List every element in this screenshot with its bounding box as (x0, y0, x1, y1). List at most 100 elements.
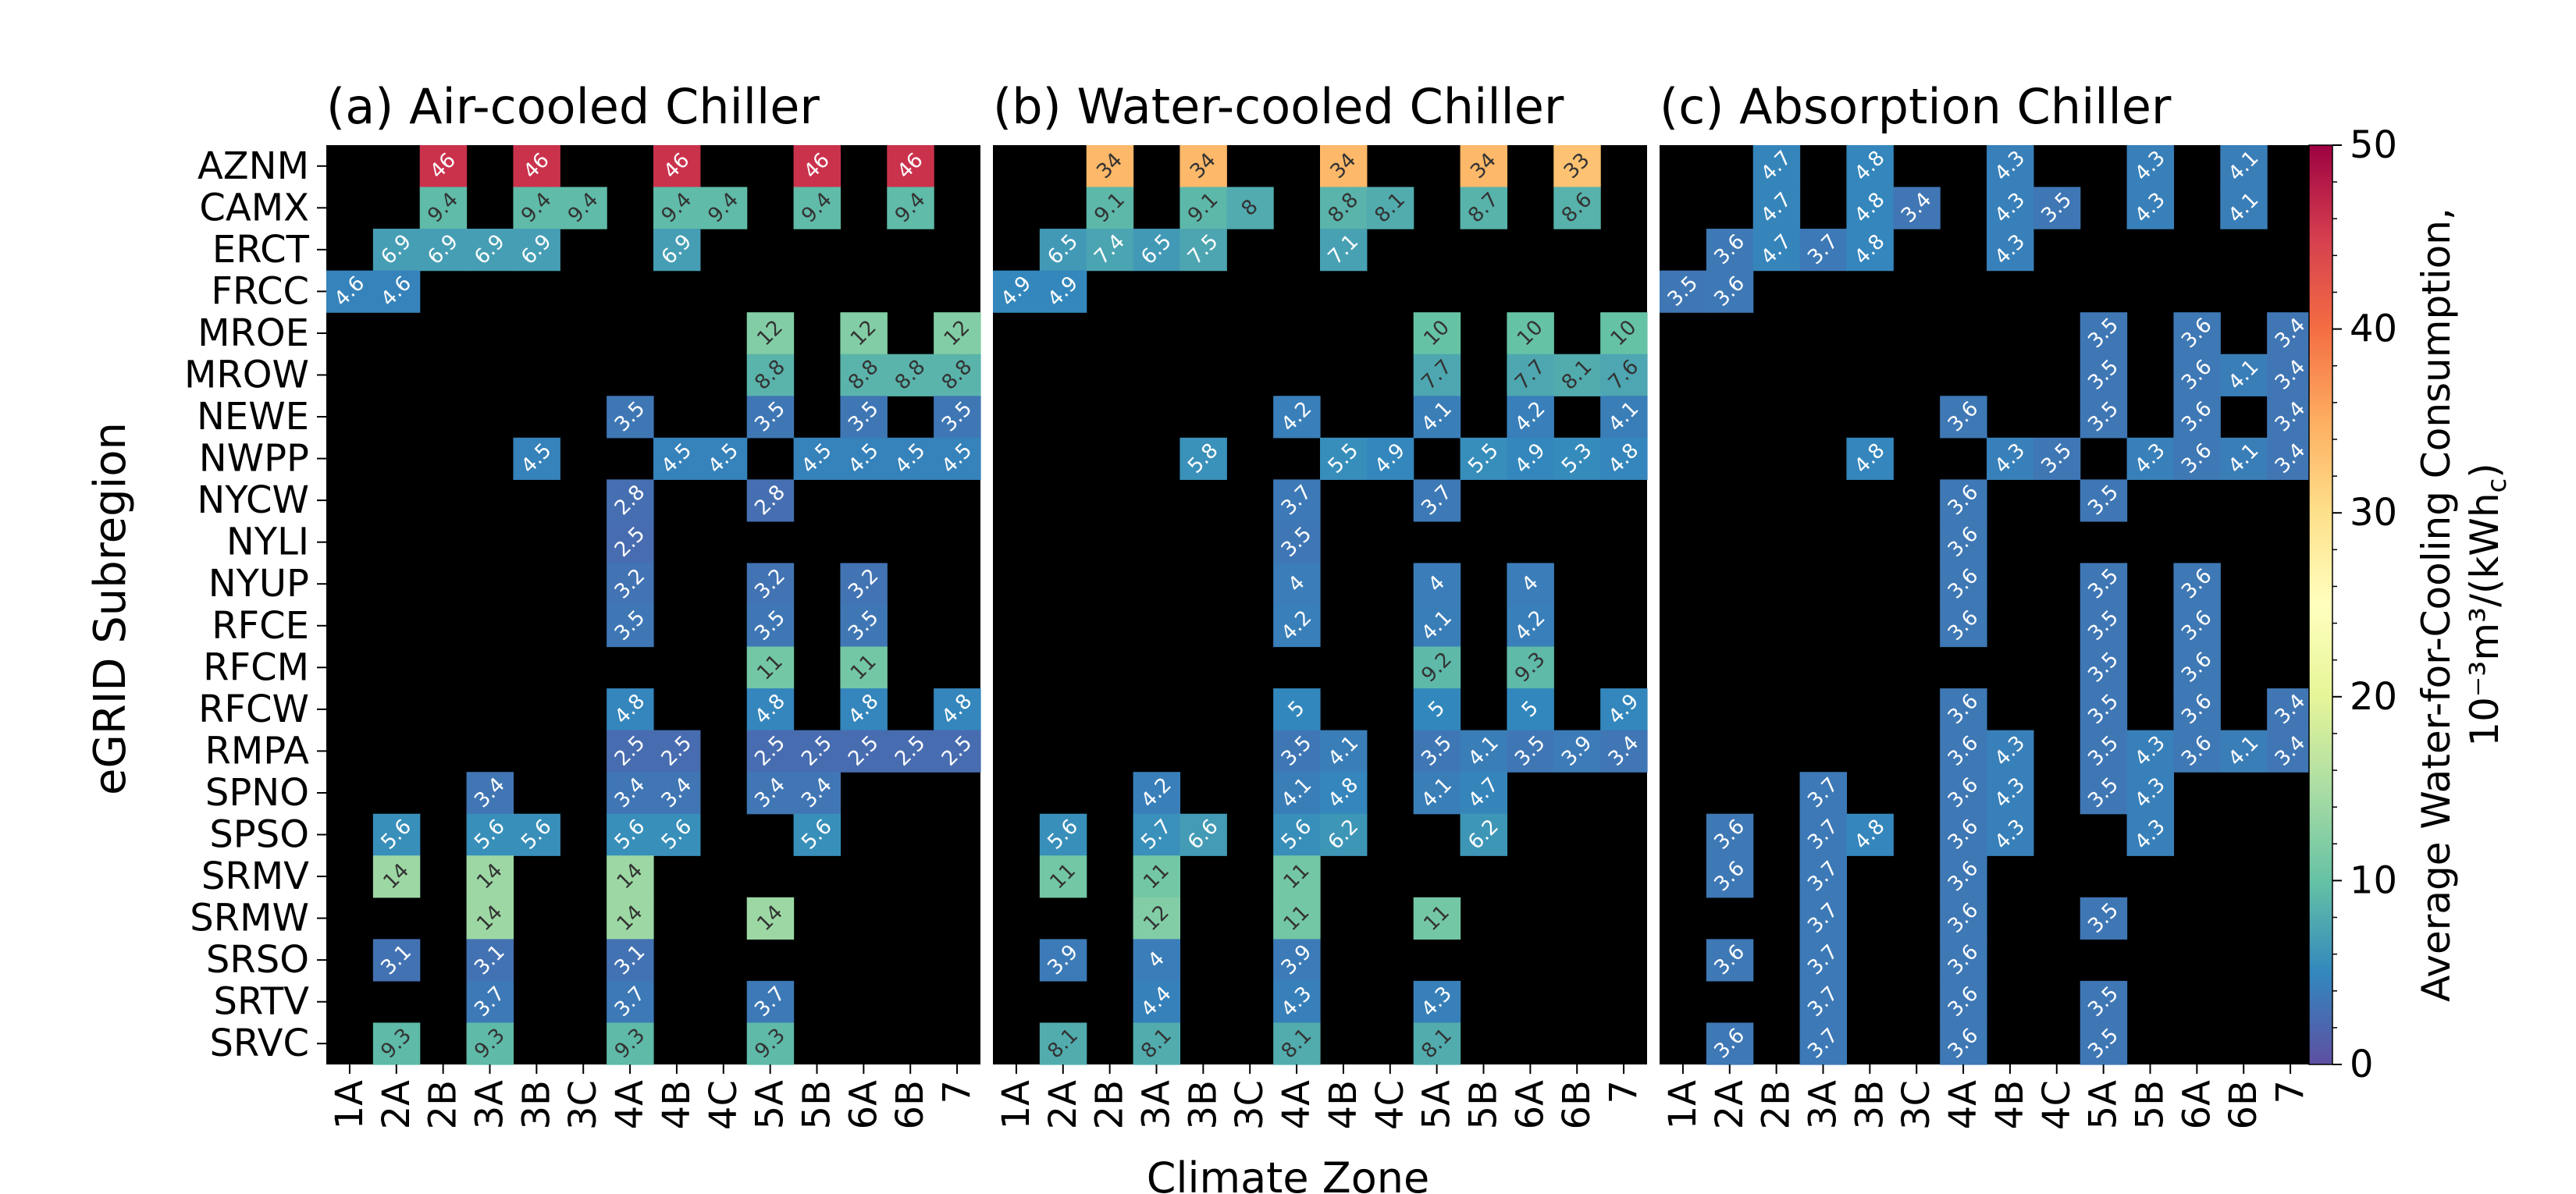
heatmap-cell-rmpa-4b (1987, 730, 2034, 773)
colorbar-unit-sub: c (2482, 478, 2513, 493)
x-tick-label-3c: 3C (1228, 1080, 1272, 1130)
heatmap-cell-nwpp-4b (1320, 437, 1368, 480)
heatmap-cell-spno-5b (2126, 772, 2175, 815)
heatmap-cell-srmv-3a (466, 855, 514, 898)
heatmap-cell-erct-3b (1846, 229, 1894, 272)
heatmap-cell-rfcw-5a (1413, 688, 1461, 731)
heatmap-cell-srvc-5a (2080, 1022, 2128, 1065)
heatmap-cell-rmpa-7 (1600, 730, 1648, 773)
colorbar-ticks: 0 10 20 30 40 50 (2332, 123, 2397, 1086)
heatmap-cell-spso-3a (1133, 813, 1181, 856)
y-tick-label-mrow: MROW (184, 354, 309, 397)
heatmap-cell-srso-2a (1706, 939, 1754, 982)
heatmap-cell-nwpp-5b (793, 437, 841, 480)
heatmap-cell-mroe-5a (746, 312, 795, 355)
heatmap-cell-mrow-7 (934, 354, 981, 396)
heatmap-cell-nwpp-3b (1179, 437, 1227, 480)
heatmap-cell-camx-5b (2126, 187, 2175, 229)
heatmap-cell-nycw-5a (1413, 479, 1461, 522)
heatmap-cell-spno-3a (466, 772, 514, 815)
y-tick-label-nwpp: NWPP (199, 437, 309, 481)
y-tick-label-erct: ERCT (212, 228, 310, 272)
heatmap-cell-spso-3b (1846, 813, 1894, 856)
heatmap-cell-camx-3c (560, 187, 607, 229)
heatmap-cell-mrow-5a (746, 354, 795, 396)
colorbar-tick-label: 30 (2350, 491, 2397, 535)
heatmap-cell-newe-6a (2173, 396, 2221, 439)
heatmap-cell-srtv-5a (746, 980, 795, 1024)
heatmap-cell-spno-3a (1133, 772, 1181, 815)
heatmap-cell-spso-4b (653, 813, 701, 856)
heatmap-cell-rfcm-6a (840, 646, 888, 689)
heatmap-cell-srso-2a (1039, 939, 1087, 982)
heatmap-cell-rfcm-5a (1413, 646, 1461, 689)
heatmap-cell-spso-3a (1799, 813, 1848, 856)
x-tick-label-5a: 5A (1415, 1080, 1459, 1130)
heatmap-cell-srso-3a (1799, 939, 1848, 982)
colorbar-unit-close: ) (2462, 463, 2507, 478)
heatmap-cell-frcc-2a (1706, 270, 1754, 313)
x-tick-label-3b: 3B (1181, 1080, 1225, 1129)
heatmap-cell-srmv-4a (607, 855, 654, 898)
heatmap-cell-rmpa-5b (2126, 730, 2175, 773)
heatmap-cell-rfce-5a (1413, 605, 1461, 648)
heatmap-cell-nwpp-3b (513, 437, 560, 480)
colorbar-tick-label: 20 (2350, 675, 2397, 719)
heatmap-cell-spno-5a (746, 772, 795, 815)
heatmap-cell-erct-3a (1799, 229, 1848, 272)
heatmap-cell-rfcw-7 (934, 688, 981, 731)
heatmap-cell-rmpa-4b (653, 730, 701, 773)
heatmap-cell-mrow-6b (2220, 354, 2268, 396)
x-tick-label-2b: 2B (1755, 1080, 1799, 1129)
heatmap-cell-rmpa-4a (1273, 730, 1321, 773)
heatmap-cell-erct-2b (1086, 229, 1134, 272)
heatmap-cell-srtv-4a (607, 980, 654, 1024)
heatmap-cell-spso-5b (2126, 813, 2175, 856)
heatmap-cell-rfcw-7 (2267, 688, 2314, 731)
heatmap-cell-erct-2a (1039, 229, 1087, 272)
heatmap-cell-rmpa-4b (1320, 730, 1368, 773)
x-tick-label-6a: 6A (2175, 1080, 2218, 1130)
x-tick-label-6a: 6A (841, 1080, 885, 1130)
x-tick-label-3a: 3A (468, 1080, 512, 1130)
heatmap-cell-srtv-5a (2080, 980, 2128, 1024)
colorbar: 0 10 20 30 40 50 Average Water-for-Cooling Co… (2308, 123, 2513, 1086)
heatmap-cell-srmw-5a (1413, 897, 1461, 940)
heatmap-cell-aznm-5b (793, 145, 841, 188)
x-tick-label-6b: 6B (2222, 1080, 2265, 1129)
heatmap-cell-srmw-3a (1799, 897, 1848, 940)
x-tick-label-7: 7 (935, 1080, 979, 1104)
heatmap-cell-nwpp-6a (840, 437, 888, 480)
heatmap-cell-mrow-5a (1413, 354, 1461, 396)
heatmap-cell-srvc-4a (607, 1022, 654, 1065)
heatmap-cell-erct-3b (1179, 229, 1227, 272)
heatmap-cell-rfcw-4a (1940, 688, 1987, 731)
heatmap-cell-nyup-5a (1413, 563, 1461, 606)
heatmap-cell-nwpp-4c (699, 437, 748, 480)
y-tick-label-spso: SPSO (209, 813, 309, 857)
heatmap-cell-camx-2b (1752, 187, 1801, 229)
heatmap-cell-aznm-4b (1987, 145, 2034, 188)
heatmap-cell-rmpa-5b (793, 730, 841, 773)
y-tick-label-aznm: AZNM (197, 144, 309, 188)
heatmap-cell-newe-6a (1507, 396, 1554, 439)
heatmap-cell-rfcw-7 (1600, 688, 1648, 731)
heatmap-cell-rmpa-6a (840, 730, 888, 773)
heatmap-cell-newe-7 (934, 396, 981, 439)
heatmap-cell-rfce-6a (1507, 605, 1554, 648)
heatmap-cell-camx-3b (513, 187, 560, 229)
heatmap-cell-nwpp-5b (1460, 437, 1508, 480)
heatmap-cell-mroe-6a (840, 312, 888, 355)
heatmap-cell-camx-6b (887, 187, 934, 229)
heatmap-cell-spno-4a (1273, 772, 1321, 815)
heatmap-cell-rfcm-5a (746, 646, 795, 689)
colorbar-tick-label: 40 (2350, 307, 2397, 351)
x-tick-label-6b: 6B (888, 1080, 932, 1129)
x-tick-label-5b: 5B (795, 1080, 839, 1129)
x-tick-label-2b: 2B (1088, 1080, 1132, 1129)
heatmap-cell-rmpa-6b (1553, 730, 1601, 773)
heatmap-cell-nwpp-7 (2267, 437, 2314, 480)
x-tick-label-3a: 3A (1135, 1080, 1179, 1130)
x-axis-label: Climate Zone (1147, 1153, 1429, 1194)
